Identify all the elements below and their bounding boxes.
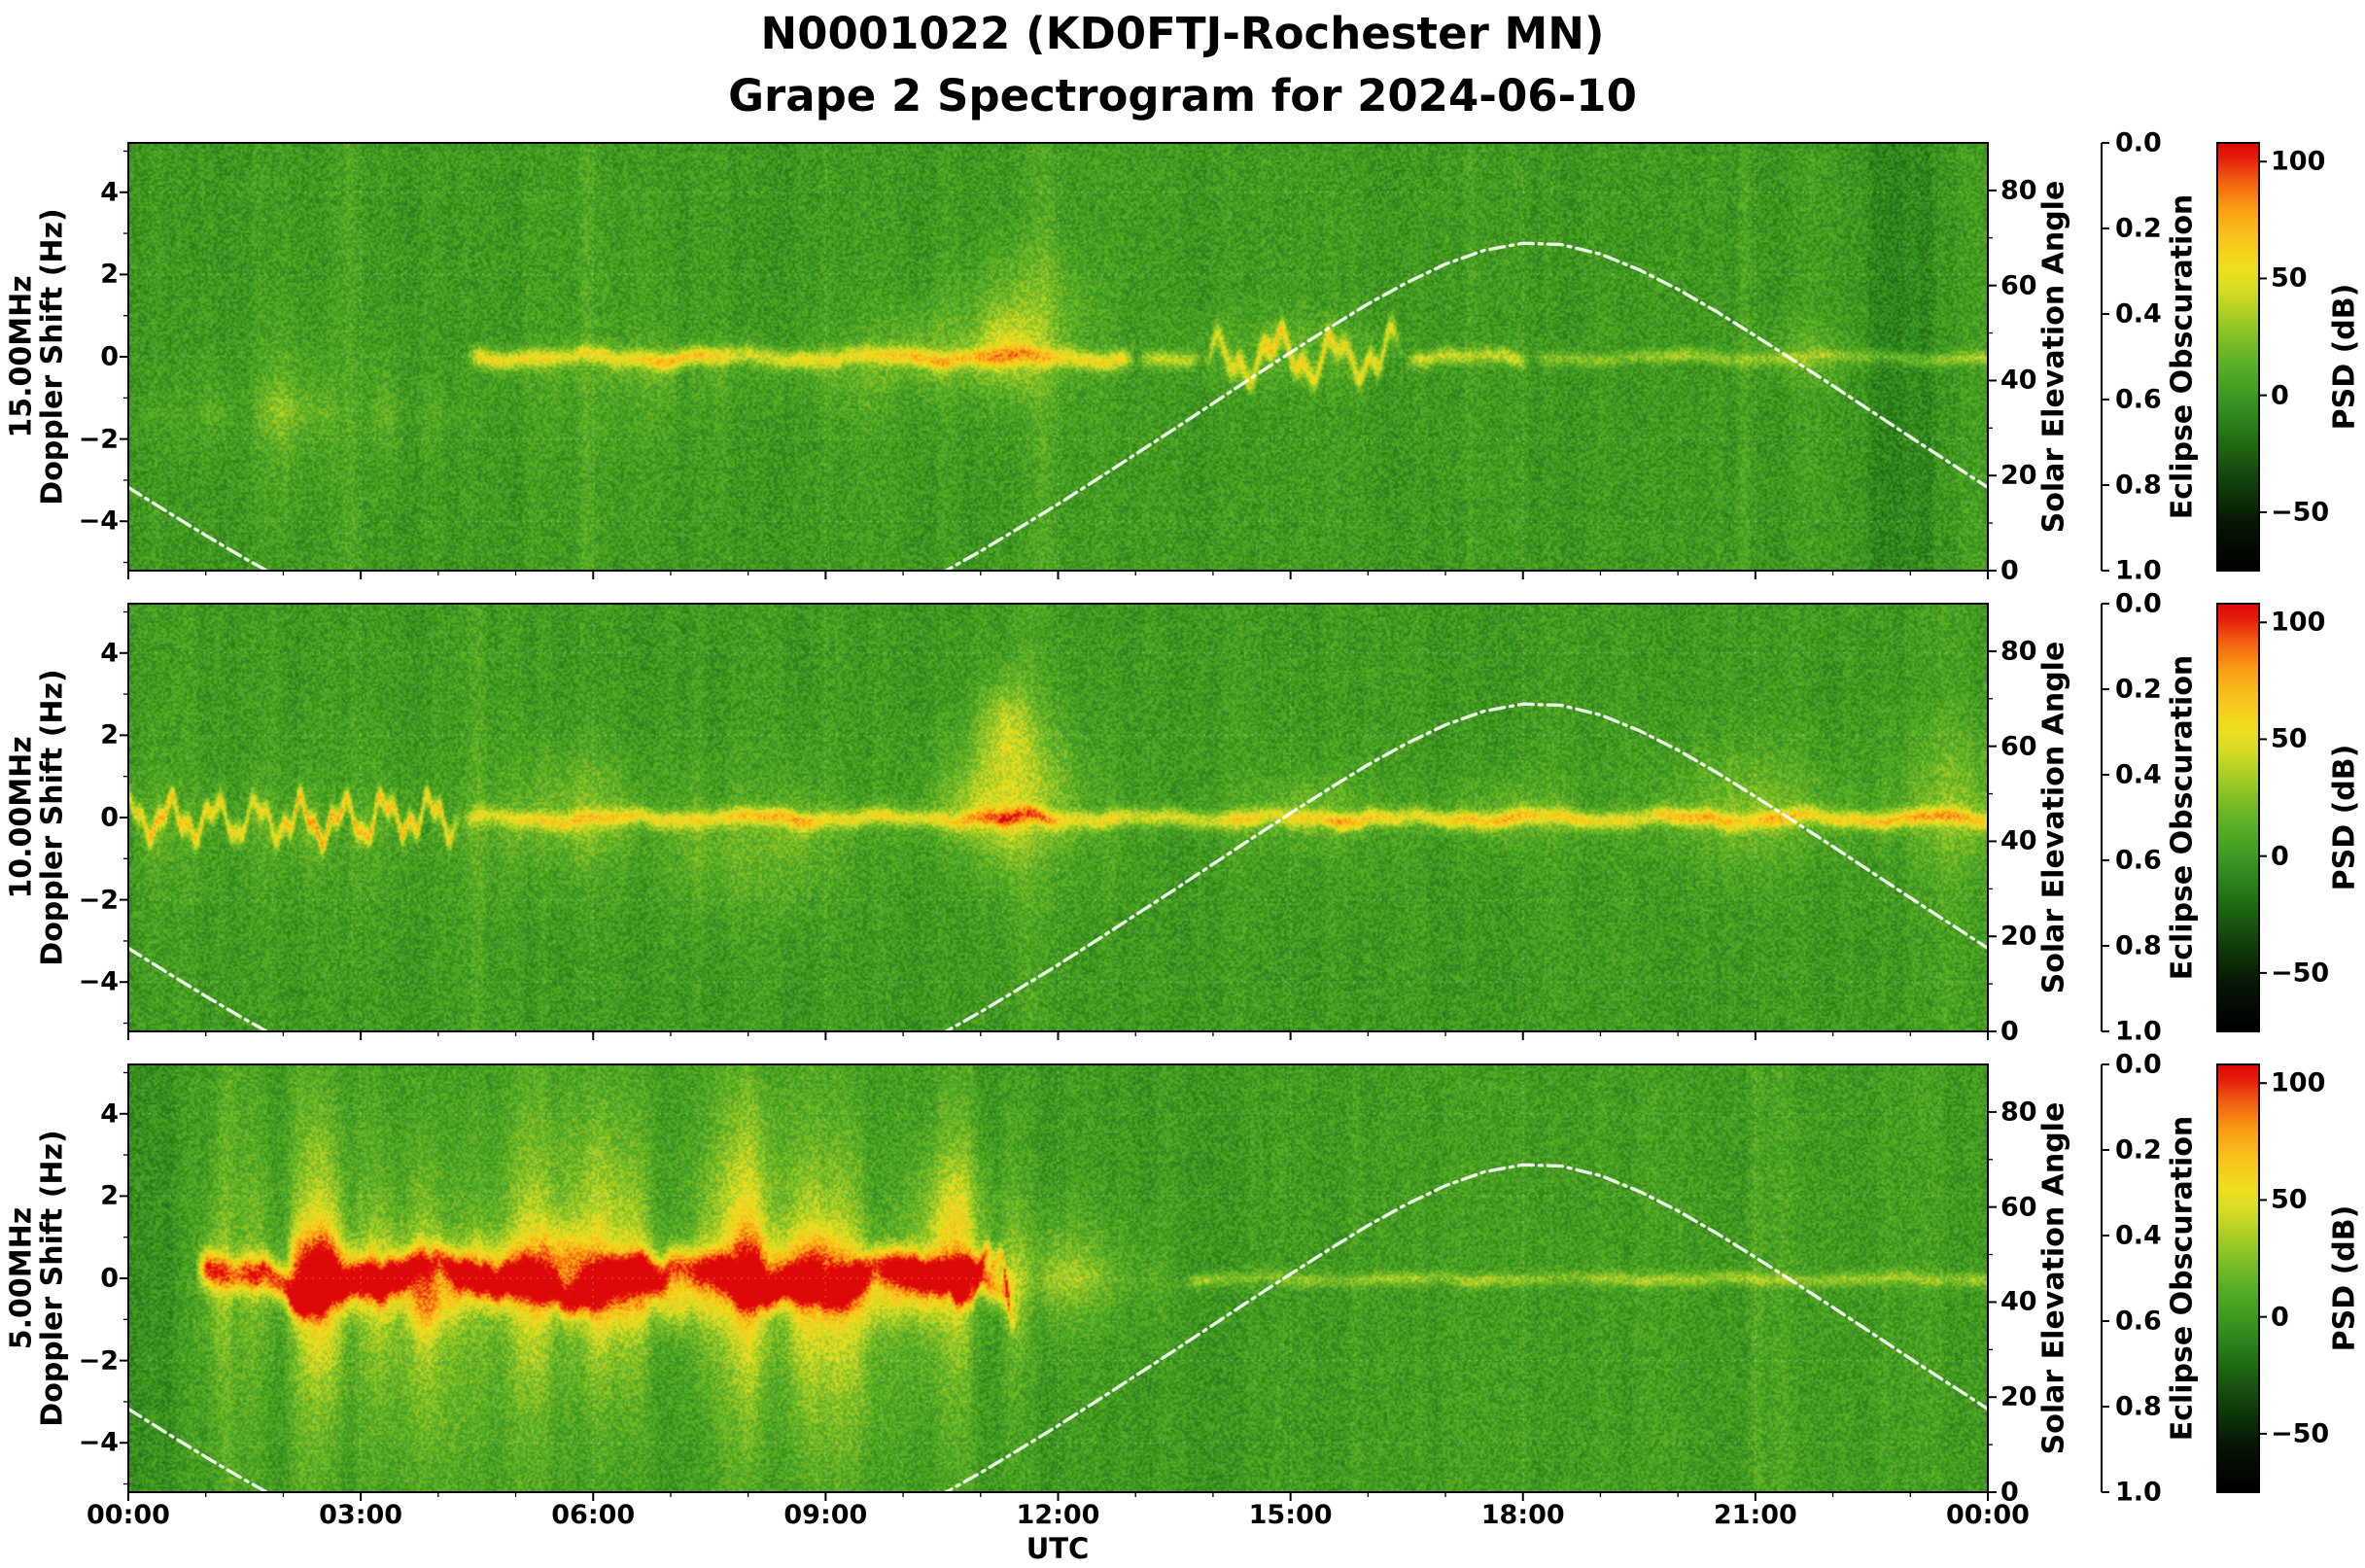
colorbar-tick-label: 0 <box>2271 841 2289 872</box>
solar-elevation-curve <box>128 1163 1988 1492</box>
colorbar-border <box>2216 603 2260 1032</box>
eclipse-tick-label: 0.4 <box>2115 759 2162 790</box>
panel-border <box>127 603 1989 1032</box>
doppler-tick-label: 0 <box>100 1263 119 1294</box>
x-tick-label: 00:00 <box>1946 1500 2030 1530</box>
x-tick-label: 00:00 <box>87 1500 170 1530</box>
colorbar-border <box>2216 142 2260 572</box>
solar-tick-label: 0 <box>2000 1016 2019 1047</box>
eclipse-tick-label: 1.0 <box>2115 1016 2162 1047</box>
psd-colorbar <box>2217 604 2259 1031</box>
doppler-tick-label: 0 <box>100 802 119 833</box>
doppler-tick-label: 2 <box>100 259 119 290</box>
x-tick-label: 15:00 <box>1248 1500 1333 1530</box>
colorbar-tick-label: 50 <box>2271 262 2308 294</box>
colorbar-tick-label: −50 <box>2271 958 2330 989</box>
x-tick-label: 18:00 <box>1480 1500 1565 1530</box>
colorbar-tick-label: −50 <box>2271 497 2330 528</box>
doppler-tick-label: −4 <box>78 505 119 537</box>
doppler-tick-label: 2 <box>100 1180 119 1211</box>
psd-colorbar <box>2217 1064 2259 1492</box>
x-tick-label: 09:00 <box>783 1500 868 1530</box>
doppler-tick-label: 0 <box>100 341 119 372</box>
eclipse-tick-label: 0.8 <box>2115 470 2162 501</box>
eclipse-tick-label: 0.6 <box>2115 1306 2162 1337</box>
figure-subtitle: Grape 2 Spectrogram for 2024-06-10 <box>728 70 1637 122</box>
spectrogram-canvas-10mhz <box>128 604 1988 1031</box>
eclipse-tick-label: 1.0 <box>2115 555 2162 586</box>
solar-tick-label: 60 <box>2000 270 2037 301</box>
eclipse-tick-label: 0.4 <box>2115 1220 2162 1251</box>
spectrogram-canvas-5mhz <box>128 1064 1988 1492</box>
doppler-tick-label: −2 <box>78 424 119 455</box>
solar-elevation-curve <box>128 702 1988 1031</box>
doppler-tick-label: 2 <box>100 719 119 750</box>
doppler-tick-label: 4 <box>100 177 119 208</box>
x-tick-label: 03:00 <box>319 1500 403 1530</box>
solar-tick-label: 60 <box>2000 731 2037 762</box>
solar-tick-label: 80 <box>2000 1097 2037 1128</box>
panel-border <box>127 142 1989 572</box>
doppler-tick-label: −4 <box>78 966 119 997</box>
solar-tick-label: 40 <box>2000 1286 2037 1317</box>
colorbar-tick-label: 0 <box>2271 1302 2289 1333</box>
solar-tick-label: 0 <box>2000 1477 2019 1508</box>
solar-tick-label: 20 <box>2000 1381 2037 1412</box>
colorbar-tick-label: 0 <box>2271 380 2289 411</box>
eclipse-tick-label: 0.8 <box>2115 930 2162 961</box>
colorbar-tick-label: 50 <box>2271 1184 2308 1215</box>
spectrogram-canvas-15mhz <box>128 143 1988 571</box>
eclipse-tick-label: 0.2 <box>2115 674 2162 705</box>
solar-tick-label: 40 <box>2000 365 2037 396</box>
solar-tick-label: 80 <box>2000 636 2037 667</box>
colorbar-tick-label: −50 <box>2271 1418 2330 1449</box>
panel-border <box>127 1063 1989 1493</box>
solar-tick-label: 60 <box>2000 1192 2037 1223</box>
eclipse-tick-label: 0.4 <box>2115 298 2162 330</box>
doppler-tick-label: −2 <box>78 1345 119 1376</box>
colorbar-tick-label: 50 <box>2271 723 2308 754</box>
x-axis-label: UTC <box>1026 1532 1090 1565</box>
doppler-tick-label: −2 <box>78 885 119 916</box>
eclipse-tick-label: 1.0 <box>2115 1477 2162 1508</box>
eclipse-tick-label: 0.2 <box>2115 213 2162 244</box>
psd-colorbar <box>2217 143 2259 571</box>
eclipse-tick-label: 0.6 <box>2115 384 2162 415</box>
colorbar-border <box>2216 1063 2260 1493</box>
eclipse-tick-label: 0.0 <box>2115 1049 2162 1080</box>
colorbar-tick-label: 100 <box>2271 146 2326 177</box>
eclipse-tick-label: 0.0 <box>2115 127 2162 158</box>
colorbar-tick-label: 100 <box>2271 607 2326 638</box>
solar-tick-label: 20 <box>2000 921 2037 952</box>
x-tick-label: 06:00 <box>551 1500 636 1530</box>
eclipse-tick-label: 0.6 <box>2115 845 2162 876</box>
solar-tick-label: 20 <box>2000 460 2037 491</box>
eclipse-tick-label: 0.0 <box>2115 588 2162 619</box>
solar-tick-label: 80 <box>2000 175 2037 206</box>
solar-tick-label: 40 <box>2000 825 2037 856</box>
x-tick-label: 21:00 <box>1713 1500 1797 1530</box>
colorbar-tick-label: 100 <box>2271 1067 2326 1098</box>
solar-elevation-curve <box>128 241 1988 571</box>
solar-tick-label: 0 <box>2000 555 2019 586</box>
doppler-tick-label: 4 <box>100 1098 119 1130</box>
eclipse-tick-label: 0.2 <box>2115 1134 2162 1166</box>
x-tick-label: 12:00 <box>1016 1500 1100 1530</box>
doppler-tick-label: −4 <box>78 1427 119 1458</box>
eclipse-tick-label: 0.8 <box>2115 1391 2162 1422</box>
doppler-tick-label: 4 <box>100 638 119 669</box>
figure-title: N0001022 (KD0FTJ-Rochester MN) <box>760 8 1605 59</box>
